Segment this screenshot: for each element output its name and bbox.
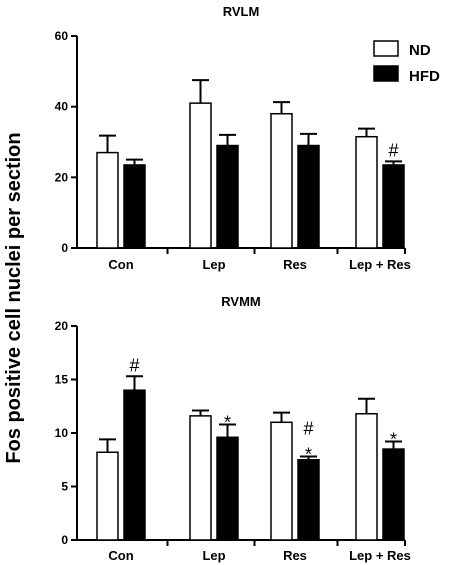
rvlm-y-tick-label: 40	[55, 100, 69, 114]
rvmm-significance-mark: #	[129, 355, 139, 375]
rvmm-significance-mark: #	[303, 419, 313, 439]
legend-label-hfd: HFD	[409, 68, 440, 85]
rvlm-y-tick-label: 0	[61, 241, 68, 255]
rvmm-y-tick-label: 5	[61, 480, 68, 494]
legend: ND HFD	[373, 40, 440, 85]
rvmm-significance-mark: *	[224, 412, 231, 432]
rvlm-category-label: Lep	[202, 257, 225, 272]
rvmm-y-tick-label: 20	[55, 319, 69, 333]
rvmm-bar-nd	[270, 421, 293, 541]
rvmm-y-tick-label: 0	[61, 533, 68, 547]
rvlm-significance-mark: #	[388, 140, 398, 160]
rvmm-bar-nd	[96, 451, 119, 541]
rvmm-y-tick-label: 10	[55, 426, 69, 440]
rvmm-bar-hfd	[123, 389, 146, 541]
y-axis-label: Fos positive cell nuclei per section	[3, 132, 25, 463]
rvmm-y-tick-label: 15	[55, 373, 69, 387]
rvlm-y-tick-label: 60	[55, 29, 69, 43]
rvmm-category-label: Lep	[202, 548, 225, 563]
rvlm-category-label: Lep + Res	[349, 257, 411, 272]
rvlm-bar-nd	[189, 102, 212, 249]
rvlm-category-label: Res	[283, 257, 307, 272]
rvlm-bar-hfd	[297, 144, 320, 249]
legend-swatch-hfd	[373, 65, 399, 82]
rvlm-bar-hfd	[216, 144, 239, 249]
rvlm-bar-hfd	[123, 164, 146, 249]
rvlm-bar-nd	[270, 112, 293, 249]
rvlm-bar-nd	[96, 151, 119, 249]
rvmm-title: RVMM	[221, 294, 260, 309]
rvlm-bar-hfd	[382, 164, 405, 249]
rvmm-significance-mark: *	[305, 445, 312, 465]
panel-rvmm: RVMM 0 5 10 15 20 Con Lep Res Lep + Res # * # * *	[55, 294, 411, 563]
rvmm-category-label: Res	[283, 548, 307, 563]
rvmm-bar-nd	[355, 412, 378, 541]
rvmm-bar-nd	[189, 415, 212, 541]
rvlm-y-tick-label: 20	[55, 170, 69, 184]
rvmm-category-label: Con	[108, 548, 133, 563]
rvmm-bar-hfd	[216, 436, 239, 541]
rvmm-bar-hfd	[382, 448, 405, 541]
rvlm-bar-nd	[355, 135, 378, 249]
legend-swatch-nd	[373, 40, 399, 57]
rvmm-bar-hfd	[297, 459, 320, 541]
rvlm-title: RVLM	[223, 4, 260, 19]
rvlm-category-label: Con	[108, 257, 133, 272]
panel-rvlm: RVLM 0 20 40 60 Con Lep Res Lep + Res #	[55, 4, 411, 272]
rvmm-significance-mark: *	[390, 430, 397, 450]
rvmm-category-label: Lep + Res	[349, 548, 411, 563]
legend-label-nd: ND	[409, 42, 431, 59]
